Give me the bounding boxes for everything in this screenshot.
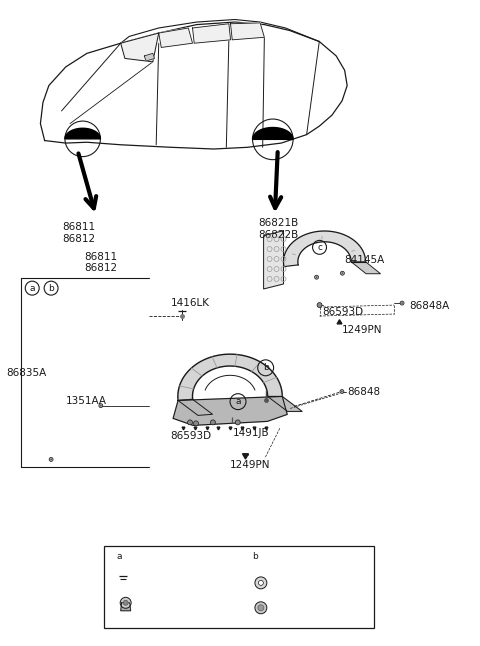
Circle shape <box>340 390 344 393</box>
Text: 84220U: 84220U <box>271 578 309 588</box>
Circle shape <box>400 301 404 305</box>
Circle shape <box>317 302 322 307</box>
Circle shape <box>120 598 131 609</box>
Text: 86821B
86822B: 86821B 86822B <box>258 218 298 240</box>
Text: 84219E: 84219E <box>271 603 308 613</box>
Text: 86848: 86848 <box>347 386 380 397</box>
Circle shape <box>235 420 240 425</box>
Polygon shape <box>65 129 100 139</box>
Polygon shape <box>351 262 381 274</box>
Polygon shape <box>230 23 264 40</box>
Circle shape <box>401 302 403 304</box>
Text: 86593D: 86593D <box>323 307 364 317</box>
Text: 86848A: 86848A <box>409 301 449 311</box>
Circle shape <box>258 605 264 610</box>
Text: 86835A: 86835A <box>6 368 47 378</box>
Text: a: a <box>235 397 241 406</box>
Polygon shape <box>120 603 131 610</box>
Circle shape <box>255 577 267 589</box>
Polygon shape <box>40 22 347 149</box>
Circle shape <box>210 420 216 425</box>
Text: c: c <box>317 243 322 252</box>
Text: 1249PN: 1249PN <box>230 460 270 470</box>
Circle shape <box>188 420 192 425</box>
Polygon shape <box>173 397 287 425</box>
Polygon shape <box>178 399 213 415</box>
Polygon shape <box>284 231 365 267</box>
Bar <box>104 546 374 628</box>
Circle shape <box>316 276 317 278</box>
Polygon shape <box>252 127 293 140</box>
Polygon shape <box>120 33 159 62</box>
Circle shape <box>193 421 198 426</box>
Polygon shape <box>144 54 155 61</box>
Polygon shape <box>268 397 302 412</box>
Text: 1491JB: 1491JB <box>233 428 269 439</box>
Text: 1249PN: 1249PN <box>341 325 382 335</box>
Circle shape <box>50 459 52 460</box>
Text: a: a <box>117 552 122 561</box>
Polygon shape <box>159 28 192 47</box>
Text: b: b <box>263 363 268 372</box>
Text: 1416LK: 1416LK <box>170 298 209 308</box>
Text: b: b <box>252 552 258 561</box>
Text: 86811
86812: 86811 86812 <box>84 251 118 273</box>
Text: b: b <box>48 284 54 293</box>
Circle shape <box>258 580 264 585</box>
Circle shape <box>100 405 102 406</box>
Circle shape <box>340 271 344 275</box>
Text: 86811
86812: 86811 86812 <box>62 222 96 244</box>
Circle shape <box>341 391 343 392</box>
Polygon shape <box>178 354 282 401</box>
Text: 86869: 86869 <box>139 603 169 613</box>
Polygon shape <box>264 231 284 289</box>
Text: 86593D: 86593D <box>170 432 212 441</box>
Text: 84145A: 84145A <box>344 255 384 266</box>
Text: 86819: 86819 <box>139 579 169 589</box>
Circle shape <box>255 602 267 614</box>
Polygon shape <box>192 24 230 43</box>
Circle shape <box>314 275 319 279</box>
Text: a: a <box>29 284 35 293</box>
Circle shape <box>342 273 343 274</box>
Circle shape <box>99 404 103 408</box>
Circle shape <box>49 457 53 461</box>
Circle shape <box>123 600 128 605</box>
Text: 1351AA: 1351AA <box>66 396 107 406</box>
